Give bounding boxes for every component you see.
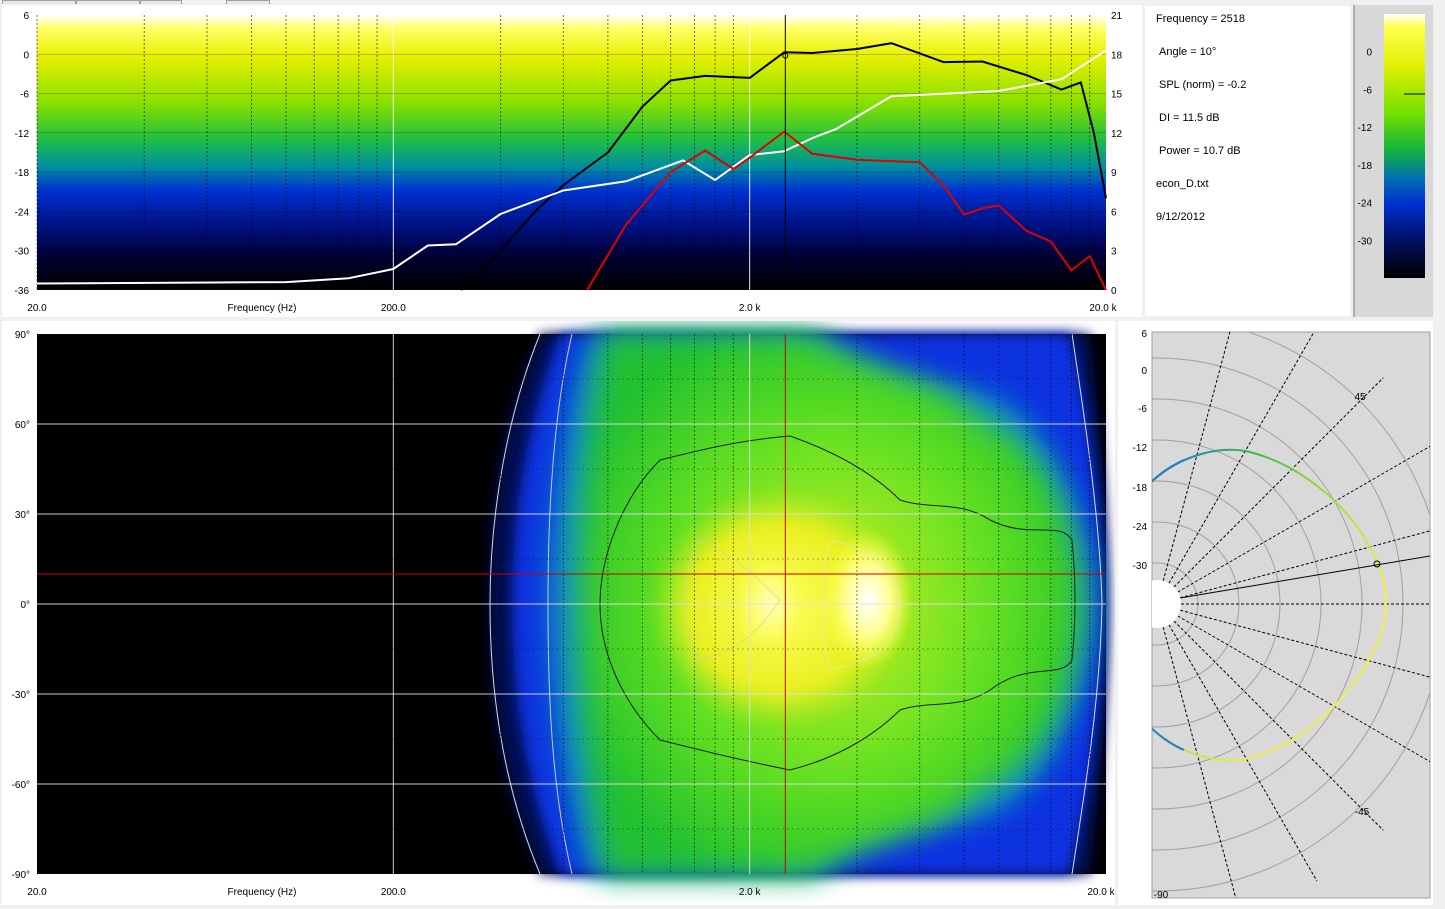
response-series-0 (460, 42, 1107, 291)
polar-spoke (1168, 332, 1315, 584)
angle-readout: Angle = 10° (1159, 46, 1217, 58)
heatmap-x-tick-label: 20.0 k (1087, 887, 1115, 898)
polar-plot[interactable]: 6 0 -6 -12 -18 -24 -30 45 -45 -90 (1118, 321, 1433, 905)
colorbar-tick-label: 0 (1366, 48, 1372, 59)
angle-axis-ticks: 90° 60° 30° 0° -30° -60° -90° (12, 330, 30, 881)
heatmap-x-tick-label: 200.0 (381, 887, 406, 898)
y-tick-label: 6 (23, 11, 29, 22)
date: 9/12/2012 (1156, 211, 1205, 223)
polar-angle-label-minus-45: -45 (1355, 807, 1370, 818)
frequency-response-chart[interactable]: 6 0 -6 -12 -18 -24 -30 -36 21 18 15 12 9 6 3 0 20.0 200… (2, 5, 1142, 317)
frequency-readout: Frequency = 2518 (1156, 13, 1245, 25)
tab-1[interactable] (2, 0, 76, 4)
heatmap-x-axis-ticks: 20.0 200.0 2.0 k 20.0 k (27, 887, 1115, 898)
color-scale-bar: 0 -6 -12 -18 -24 -30 (1353, 5, 1433, 317)
polar-radius-labels: 6 0 -6 -12 -18 -24 -30 (1133, 329, 1148, 572)
colorbar-tick-label: -12 (1358, 123, 1373, 134)
polar-cursor-marker[interactable] (1373, 560, 1381, 568)
polar-angle-label-45: 45 (1354, 392, 1366, 403)
heatmap-angle-tick-label: -90° (12, 870, 30, 881)
x-tick-label: 200.0 (381, 303, 406, 314)
polar-spoke (1168, 624, 1318, 882)
response-series-1 (36, 49, 1107, 285)
polar-radius-tick: 6 (1141, 329, 1147, 340)
tab-2[interactable] (76, 0, 140, 4)
x-tick-label: 20.0 (27, 303, 47, 314)
polar-spoke (1162, 332, 1231, 581)
polar-spoke (1177, 445, 1430, 593)
filename: econ_D.txt (1156, 178, 1209, 190)
polar-spoke (1180, 530, 1430, 599)
polar-radius-tick: -6 (1138, 404, 1147, 415)
polar-radius-tick: -18 (1133, 483, 1148, 494)
x-tick-label: 2.0 k (739, 303, 762, 314)
heatmap-x-tick-label: 20.0 (27, 887, 47, 898)
y2-tick-label: 18 (1111, 50, 1123, 61)
polar-response-curve (1152, 448, 1387, 762)
heatmap-x-axis-label: Frequency (Hz) (228, 887, 297, 898)
cursor-info-panel: Frequency = 2518 Angle = 10° SPL (norm) … (1145, 6, 1350, 316)
response-series-2 (586, 130, 1107, 291)
polar-spoke (1180, 609, 1430, 678)
frequency-response-plot-area[interactable] (37, 15, 1106, 290)
colorbar-tick-label: -6 (1363, 85, 1372, 96)
response-curves (36, 42, 1107, 291)
colorbar-tick-label: -30 (1358, 236, 1373, 247)
polar-radius-tick: -12 (1133, 443, 1148, 454)
polar-spokes (1162, 332, 1430, 898)
y2-tick-label: 21 (1111, 11, 1123, 22)
polar-spoke (1162, 627, 1237, 898)
y2-tick-label: 3 (1111, 247, 1117, 258)
colorbar-tick-label: -18 (1358, 161, 1373, 172)
heatmap-angle-tick-label: 90° (15, 330, 30, 341)
frequency-cursor[interactable] (782, 15, 789, 290)
directivity-heatmap[interactable]: 90°60°30°0°-30°-60°-90° 20.0 200.0 2.0 k 20… (2, 321, 1115, 905)
y-tick-label: 0 (23, 50, 29, 61)
polar-spoke (1173, 620, 1384, 831)
y-tick-label: -24 (15, 207, 30, 218)
heatmap-angle-tick-label: 0° (20, 600, 30, 611)
polar-spoke (1177, 615, 1430, 763)
heatmap-grid (37, 334, 1106, 874)
heatmap-angle-tick-label: -60° (12, 780, 30, 791)
y-tick-label: -12 (15, 129, 30, 140)
y2-tick-label: 15 (1111, 90, 1123, 101)
tab-3[interactable] (140, 0, 182, 4)
y2-tick-label: 6 (1111, 207, 1117, 218)
y2-tick-label: 12 (1111, 129, 1123, 140)
heatmap-x-tick-label: 2.0 k (739, 887, 762, 898)
di-readout: DI = 11.5 dB (1159, 112, 1220, 124)
polar-radius-tick: -30 (1133, 561, 1148, 572)
x-axis-label: Frequency (Hz) (228, 303, 297, 314)
polar-ring (1152, 332, 1430, 892)
cursor-marker (782, 52, 789, 59)
tab-4[interactable] (226, 0, 270, 4)
colorbar-tick-label: -24 (1358, 199, 1373, 210)
heatmap-angle-tick-label: -30° (12, 690, 30, 701)
polar-spoke (1173, 377, 1384, 588)
heatmap-cursor[interactable] (37, 334, 1106, 874)
polar-ring (1152, 480, 1281, 728)
tab-strip (0, 0, 270, 4)
y2-tick-label: 9 (1111, 168, 1117, 179)
heatmap-angle-tick-label: 30° (15, 510, 30, 521)
y2-tick-label: 0 (1111, 286, 1117, 297)
polar-radius-tick: 0 (1141, 366, 1147, 377)
x-tick-label: 20.0 k (1089, 303, 1117, 314)
y2-axis-ticks: 21 18 15 12 9 6 3 0 (1111, 11, 1123, 297)
x-axis-ticks: 20.0 200.0 2.0 k 20.0 k (27, 303, 1117, 314)
y-tick-label: -6 (20, 90, 29, 101)
polar-radius-tick: -24 (1133, 522, 1148, 533)
y-tick-label: -30 (15, 247, 30, 258)
y-tick-label: -18 (15, 168, 30, 179)
y-axis-ticks: 6 0 -6 -12 -18 -24 -30 -36 (15, 11, 30, 297)
y-tick-label: -36 (15, 286, 30, 297)
spl-readout: SPL (norm) = -0.2 (1159, 79, 1247, 91)
polar-cursor-line (1179, 555, 1430, 599)
frequency-grid (36, 15, 1106, 290)
power-readout: Power = 10.7 dB (1159, 145, 1241, 157)
polar-angle-label-minus-90: -90 (1154, 890, 1169, 901)
heatmap-angle-tick-label: 60° (15, 420, 30, 431)
